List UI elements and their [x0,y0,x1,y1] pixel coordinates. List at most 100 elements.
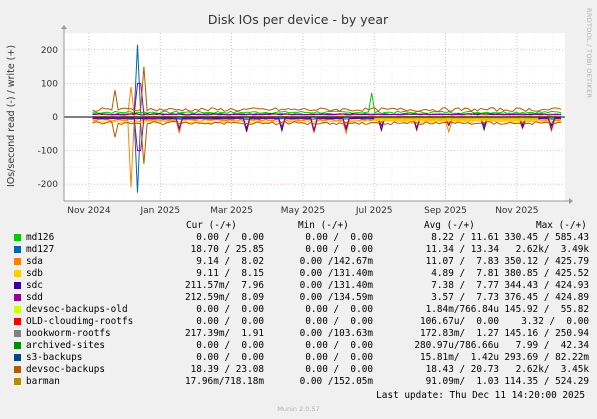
series-line-md126-write [92,92,562,115]
legend-min: 0.00 /152.05m [299,376,373,387]
legend-min: 0.00 / 0.00 [305,340,373,351]
legend-min: 0.00 / 0.00 [305,352,373,363]
legend-row-barman: barman 17.96m/718.18m 0.00 /152.05m 91.09m/… [14,376,589,388]
legend-min: 0.00 / 0.00 [305,304,373,315]
series-line-sdc-read [92,117,562,133]
legend-min: 0.00 / 0.00 [305,364,373,375]
legend-header-min: Min (-/+) [298,220,349,231]
legend-row-devsoc-backups-old: devsoc-backups-old 0.00 / 0.00 0.00 / 0.00… [14,304,589,316]
legend-max: 376.45 / 424.89 [504,292,589,303]
x-axis-arrow [569,198,573,204]
legend-name: bookworm-rootfs [26,328,111,339]
legend-avg: 4.89 / 7.81 [431,268,499,279]
y-axis-label: IOs/second read (-) / write (+) [6,45,17,187]
legend-name: sdc [26,280,43,291]
legend-max: 3.32 / 0.00 [521,316,589,327]
legend-row-sda: sda 9.14 / 8.02 0.00 /142.67m 11.07 / 7.83 3… [14,256,589,268]
legend-cur: 0.00 / 0.00 [196,304,264,315]
x-tick-label: Sep 2025 [424,206,467,216]
legend-name: md126 [26,232,55,243]
legend-name: s3-backups [26,352,83,363]
legend-name: sdb [26,268,43,279]
legend-avg: 91.09m/ 1.03 [425,376,499,387]
legend-avg: 7.38 / 7.77 [431,280,499,291]
legend-swatch [14,318,21,325]
legend-header: Cur (-/+) Min (-/+) Avg (-/+) Max (-/+) [14,220,587,232]
legend-cur: 18.70 / 25.85 [190,244,264,255]
legend-name: sdd [26,292,43,303]
legend-swatch [14,366,21,373]
legend-cur: 0.00 / 0.00 [196,232,264,243]
legend-avg: 15.81m/ 1.42u [419,352,499,363]
legend-name: devsoc-backups-old [26,304,128,315]
x-tick-label: Mar 2025 [210,206,253,216]
legend-max: 2.62k/ 3.49k [515,244,589,255]
x-tick-label: Nov 2024 [67,206,111,216]
legend-row-md127: md127 18.70 / 25.85 0.00 / 0.00 11.34 / 13.… [14,244,589,256]
legend-swatch [14,378,21,385]
legend-row-OLD-cloudimg-rootfs: OLD-cloudimg-rootfs 0.00 / 0.00 0.00 / 0.0… [14,316,589,328]
legend-avg: 3.57 / 7.73 [431,292,499,303]
legend-swatch [14,234,21,241]
legend-cur: 0.00 / 0.00 [196,340,264,351]
x-tick-label: May 2025 [281,206,325,216]
legend-swatch [14,258,21,265]
legend-row-sdc: sdc 211.57m/ 7.96 0.00 /131.40m 7.38 / 7.77… [14,280,589,292]
legend-min: 0.00 /131.40m [299,268,373,279]
chart-title: Disk IOs per device - by year [208,12,389,27]
legend-row-md126: md126 0.00 / 0.00 0.00 / 0.00 8.22 / 11.61 3… [14,232,589,244]
series-area-sdb [374,117,539,122]
y-axis-arrow [61,25,67,29]
legend-name: OLD-cloudimg-rootfs [26,316,134,327]
series-line-sdd-write [92,82,562,116]
legend-name: archived-sites [26,340,106,351]
legend-row-archived-sites: archived-sites 0.00 / 0.00 0.00 / 0.00 280.… [14,340,589,352]
legend-max: 2.62k/ 3.45k [515,364,589,375]
legend-name: md127 [26,244,55,255]
legend-avg: 280.97u/786.66u [414,340,499,351]
legend-avg: 1.84m/766.84u [425,304,499,315]
legend-avg: 172.83m/ 1.27 [419,328,499,339]
legend-row-s3-backups: s3-backups 0.00 / 0.00 0.00 / 0.00 15.81m/ … [14,352,589,364]
legend-swatch [14,354,21,361]
legend-cur: 9.14 / 8.02 [196,256,264,267]
legend-min: 0.00 /142.67m [299,256,373,267]
legend-max: 330.45 / 585.43 [504,232,589,243]
y-tick-label: 200 [41,46,58,56]
rrdtool-credit: RRDTOOL / TOBI OETIKER [585,8,593,99]
x-tick-label: Jan 2025 [139,206,180,216]
legend-avg: 11.34 / 13.34 [425,244,499,255]
legend-min: 0.00 / 0.00 [305,244,373,255]
legend-swatch [14,270,21,277]
legend-max: 7.99 / 42.34 [515,340,589,351]
y-tick-label: -200 [38,180,59,190]
legend-row-devsoc-backups: devsoc-backups 18.39 / 23.08 0.00 / 0.00 18… [14,364,589,376]
legend-cur: 18.39 / 23.08 [190,364,264,375]
legend-swatch [14,282,21,289]
legend-row-bookworm-rootfs: bookworm-rootfs 217.39m/ 1.91 0.00 /103.63… [14,328,589,340]
y-tick-label: -100 [38,147,59,157]
y-tick-label: 100 [41,79,58,89]
legend-min: 0.00 /103.63m [299,328,373,339]
legend-max: 114.35 / 524.29 [504,376,589,387]
legend-max: 145.92 / 55.82 [504,304,589,315]
legend-row-sdd: sdd 212.59m/ 8.09 0.00 /134.59m 3.57 / 7.73… [14,292,589,304]
legend-cur: 212.59m/ 8.09 [184,292,264,303]
legend-name: devsoc-backups [26,364,106,375]
legend-cur: 217.39m/ 1.91 [184,328,264,339]
legend-swatch [14,306,21,313]
legend-min: 0.00 /131.40m [299,280,373,291]
legend-min: 0.00 /134.59m [299,292,373,303]
legend-name: barman [26,376,60,387]
last-update: Last update: Thu Dec 11 14:20:00 2025 [376,390,585,401]
legend-cur: 9.11 / 8.15 [196,268,264,279]
axes: -200 -100 0 100 200 Nov 2024 Jan 2025 Mar 2025 M… [38,25,573,216]
legend-avg: 106.67u/ 0.00 [419,316,499,327]
legend-swatch [14,246,21,253]
legend-max: 350.12 / 425.79 [504,256,589,267]
legend-cur: 211.57m/ 7.96 [184,280,264,291]
legend-name: sda [26,256,43,267]
x-tick-label: Nov 2025 [495,206,538,216]
legend-avg: 8.22 / 11.61 [431,232,499,243]
